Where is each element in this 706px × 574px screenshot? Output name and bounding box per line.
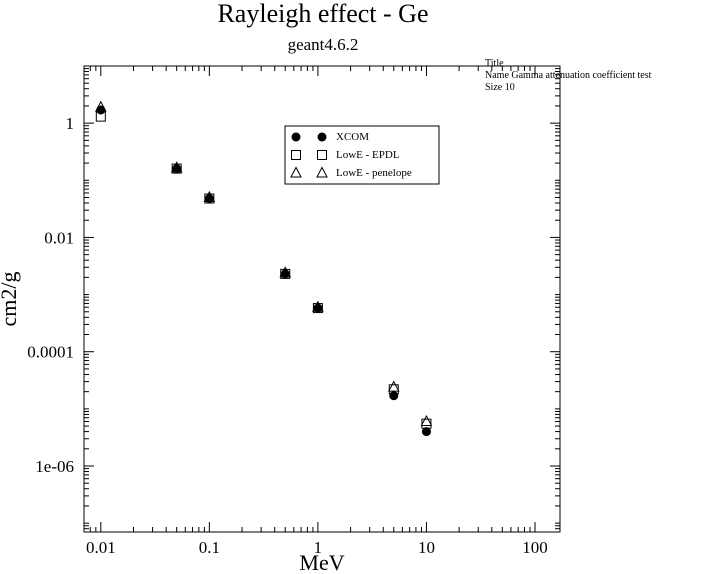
legend-marker-xcom <box>317 132 327 142</box>
chart-subtitle: geant4.6.2 <box>288 35 359 54</box>
epdl-point <box>95 111 106 122</box>
note-size: Size 10 <box>485 82 515 93</box>
legend-marker-xcom <box>291 132 301 142</box>
note-name: Name Gamma attenuation coefficient test <box>485 70 652 81</box>
penelope-point <box>170 161 183 173</box>
x-tick-label: 0.1 <box>199 538 220 557</box>
legend: XCOM LowE - EPDL LowE - penelope <box>284 125 440 185</box>
penelope-point <box>420 414 433 427</box>
y-tick-label: 0.0001 <box>27 343 74 362</box>
y-tick-label: 0.01 <box>44 228 74 247</box>
penelope-point <box>279 266 292 278</box>
plot-frame <box>83 65 561 533</box>
epdl-point <box>421 418 432 429</box>
y-axis-label: cm2/g <box>0 272 21 327</box>
penelope-point <box>387 380 400 392</box>
x-tick-label: 1 <box>314 538 323 557</box>
note-title: Title <box>485 58 504 69</box>
x-tick-label: 10 <box>418 538 435 557</box>
legend-marker-epdl <box>317 150 327 160</box>
data-markers <box>94 100 433 437</box>
epdl-point <box>280 268 291 279</box>
epdl-point <box>312 303 323 314</box>
legend-label-penelope: LowE - penelope <box>336 167 412 179</box>
penelope-point <box>312 300 324 312</box>
xcom-point <box>421 427 431 437</box>
legend-label-epdl: LowE - EPDL <box>336 149 400 161</box>
penelope-point <box>203 190 216 202</box>
epdl-point <box>171 163 182 174</box>
chart-title: Rayleigh effect - Ge <box>217 0 428 28</box>
xcom-point <box>389 391 399 401</box>
x-tick-label: 100 <box>522 538 548 557</box>
x-axis-label: MeV <box>299 550 344 574</box>
legend-marker-penelope <box>290 166 302 178</box>
axis-ticks <box>83 65 560 533</box>
penelope-point <box>94 100 107 112</box>
axis-tick-labels: 0.01 0.1 1 10 100 1e-06 0.0001 0.01 1 <box>27 114 547 557</box>
legend-label-xcom: XCOM <box>336 131 369 143</box>
x-tick-label: 0.01 <box>86 538 116 557</box>
legend-marker-penelope <box>316 166 328 178</box>
y-tick-label: 1 <box>66 114 75 133</box>
legend-box <box>284 125 440 185</box>
y-tick-label: 1e-06 <box>35 457 74 476</box>
legend-markers <box>290 132 328 178</box>
epdl-point <box>204 193 215 204</box>
legend-marker-epdl <box>291 150 301 160</box>
